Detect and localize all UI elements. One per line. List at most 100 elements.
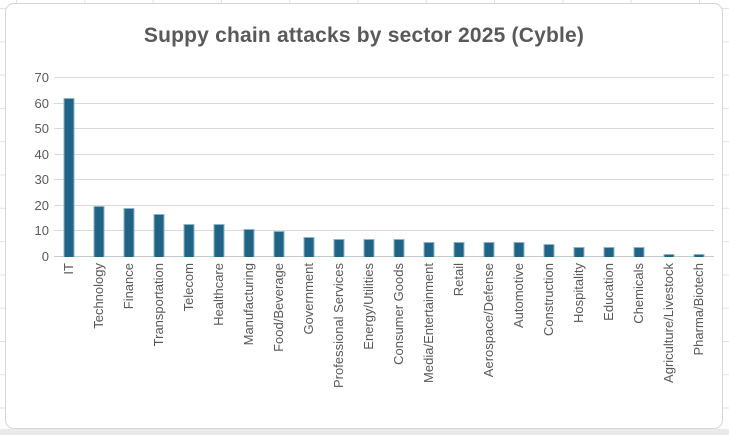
bar-healthcare[interactable] — [213, 223, 225, 257]
bar-slot — [684, 78, 714, 257]
bar-slot — [174, 78, 204, 257]
gridline — [54, 102, 714, 104]
x-category-label: Food/Beverage — [271, 263, 286, 352]
x-category-label: Telecom — [181, 263, 196, 312]
bar-finance[interactable] — [123, 208, 135, 257]
bar-slot — [594, 78, 624, 257]
x-label-cell: Automotive — [504, 263, 534, 425]
x-label-cell: Aerospace/Defense — [474, 263, 504, 425]
y-tick-label: 70 — [34, 70, 49, 85]
x-category-label: IT — [61, 263, 76, 275]
bar-slot — [84, 78, 114, 257]
x-label-cell: Finance — [114, 263, 144, 425]
gridline — [54, 230, 714, 232]
x-category-label: Retail — [451, 263, 466, 297]
bar-pharma-biotech[interactable] — [693, 254, 705, 257]
x-category-label: Agriculture/Livestock — [661, 263, 676, 383]
bar-slot — [534, 78, 564, 257]
plot-area — [54, 77, 714, 257]
x-label-cell: Government — [294, 263, 324, 425]
x-label-cell: Chemicals — [624, 263, 654, 425]
bar-technology[interactable] — [93, 205, 105, 257]
x-label-cell: Professional Services — [324, 263, 354, 425]
gridline — [54, 77, 714, 78]
chart-shadow — [0, 429, 729, 435]
gridline — [54, 204, 714, 206]
x-category-label: Hospitality — [571, 263, 586, 323]
x-category-label: Finance — [121, 263, 136, 310]
x-category-label: Education — [601, 263, 616, 321]
bar-slot — [414, 78, 444, 257]
x-label-cell: Education — [594, 263, 624, 425]
y-tick-label: 20 — [34, 197, 49, 213]
x-label-cell: Telecom — [174, 263, 204, 425]
x-category-label: Construction — [541, 263, 556, 336]
bar-transportation[interactable] — [153, 213, 165, 257]
bar-slot — [114, 78, 144, 257]
x-label-cell: Energy/Utilities — [354, 263, 384, 425]
x-category-label: Healthcare — [211, 263, 226, 326]
x-category-label: Aerospace/Defense — [481, 263, 496, 378]
x-label-cell: Consumer Goods — [384, 263, 414, 425]
bar-slot — [504, 78, 534, 257]
bar-slot — [264, 78, 294, 257]
bar-slot — [384, 78, 414, 257]
bar-slot — [564, 78, 594, 257]
bar-slot — [294, 78, 324, 257]
bar-professional-services[interactable] — [333, 239, 345, 257]
x-label-cell: Agriculture/Livestock — [654, 263, 684, 425]
bar-retail[interactable] — [453, 241, 465, 257]
x-category-label: Media/Entertainment — [421, 263, 436, 383]
bar-hospitality[interactable] — [573, 246, 585, 257]
bar-food-beverage[interactable] — [273, 231, 285, 257]
x-label-cell: Hospitality — [564, 263, 594, 425]
y-tick-label: 30 — [34, 172, 49, 188]
bar-slot — [54, 78, 84, 257]
bar-slot — [624, 78, 654, 257]
bar-energy-utilities[interactable] — [363, 239, 375, 257]
bar-slot — [444, 78, 474, 257]
x-category-label: Energy/Utilities — [361, 263, 376, 350]
bar-telecom[interactable] — [183, 223, 195, 257]
bar-aerospace-defense[interactable] — [483, 241, 495, 257]
bar-chemicals[interactable] — [633, 246, 645, 257]
y-tick-label: 50 — [34, 121, 49, 137]
x-axis-line — [54, 256, 714, 257]
bar-manufacturing[interactable] — [243, 228, 255, 257]
y-tick-label: 40 — [34, 146, 49, 162]
x-category-label: Pharma/Biotech — [691, 263, 706, 356]
x-label-cell: Pharma/Biotech — [684, 263, 714, 425]
y-tick-label: 0 — [41, 249, 49, 264]
y-tick-label: 60 — [34, 95, 49, 111]
bar-it[interactable] — [63, 98, 75, 257]
bar-slot — [324, 78, 354, 257]
gridline — [54, 179, 714, 181]
x-label-cell: Healthcare — [204, 263, 234, 425]
x-category-label: Automotive — [511, 263, 526, 329]
gridline — [54, 128, 714, 130]
x-category-label: Manufacturing — [241, 263, 256, 346]
bar-education[interactable] — [603, 246, 615, 257]
x-label-cell: Food/Beverage — [264, 263, 294, 425]
x-label-cell: Retail — [444, 263, 474, 425]
bar-series — [54, 78, 714, 257]
bar-automotive[interactable] — [513, 241, 525, 257]
bar-construction[interactable] — [543, 244, 555, 257]
chart-object[interactable]: Suppy chain attacks by sector 2025 (Cybl… — [5, 3, 723, 429]
bar-slot — [204, 78, 234, 257]
y-tick-label: 10 — [34, 223, 49, 239]
x-label-cell: Construction — [534, 263, 564, 425]
x-category-label: Chemicals — [631, 263, 646, 324]
bar-consumer-goods[interactable] — [393, 239, 405, 257]
bar-agriculture-livestock[interactable] — [663, 254, 675, 257]
bar-government[interactable] — [303, 236, 315, 257]
bar-slot — [354, 78, 384, 257]
x-axis-category-labels: IT Technology Finance Transportation Telecom… — [54, 263, 714, 425]
bar-slot — [144, 78, 174, 257]
bar-slot — [234, 78, 264, 257]
bar-slot — [474, 78, 504, 257]
bar-slot — [654, 78, 684, 257]
chart-title: Suppy chain attacks by sector 2025 (Cybl… — [143, 24, 585, 47]
bar-media-entertainment[interactable] — [423, 241, 435, 257]
x-label-cell: Transportation — [144, 263, 174, 425]
